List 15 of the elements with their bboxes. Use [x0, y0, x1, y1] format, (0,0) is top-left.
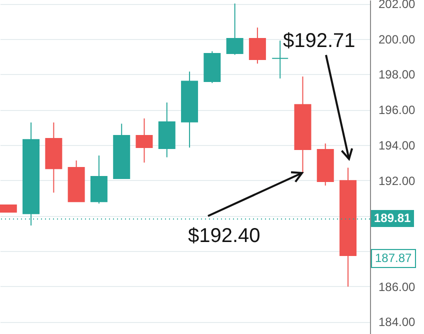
y-tick-label: 192.00: [378, 174, 416, 188]
y-tick-label: 202.00: [378, 0, 416, 12]
y-tick-label: 198.00: [378, 68, 416, 82]
y-tick-label: 186.00: [378, 280, 416, 294]
candlestick: [248, 27, 266, 64]
candlestick: [226, 3, 244, 56]
ref-line-label: 189.81: [371, 210, 414, 228]
y-tick-label: 196.00: [378, 103, 416, 118]
y-tick-label: 194.00: [378, 138, 416, 152]
candlestick: [136, 118, 153, 164]
text: 187.87: [371, 249, 416, 268]
annotation: $192.40: [188, 225, 260, 247]
y-tick-label: 184.00: [378, 315, 416, 330]
y-tick-label: 200.00: [378, 32, 416, 46]
annotation: $192.71: [283, 30, 356, 52]
